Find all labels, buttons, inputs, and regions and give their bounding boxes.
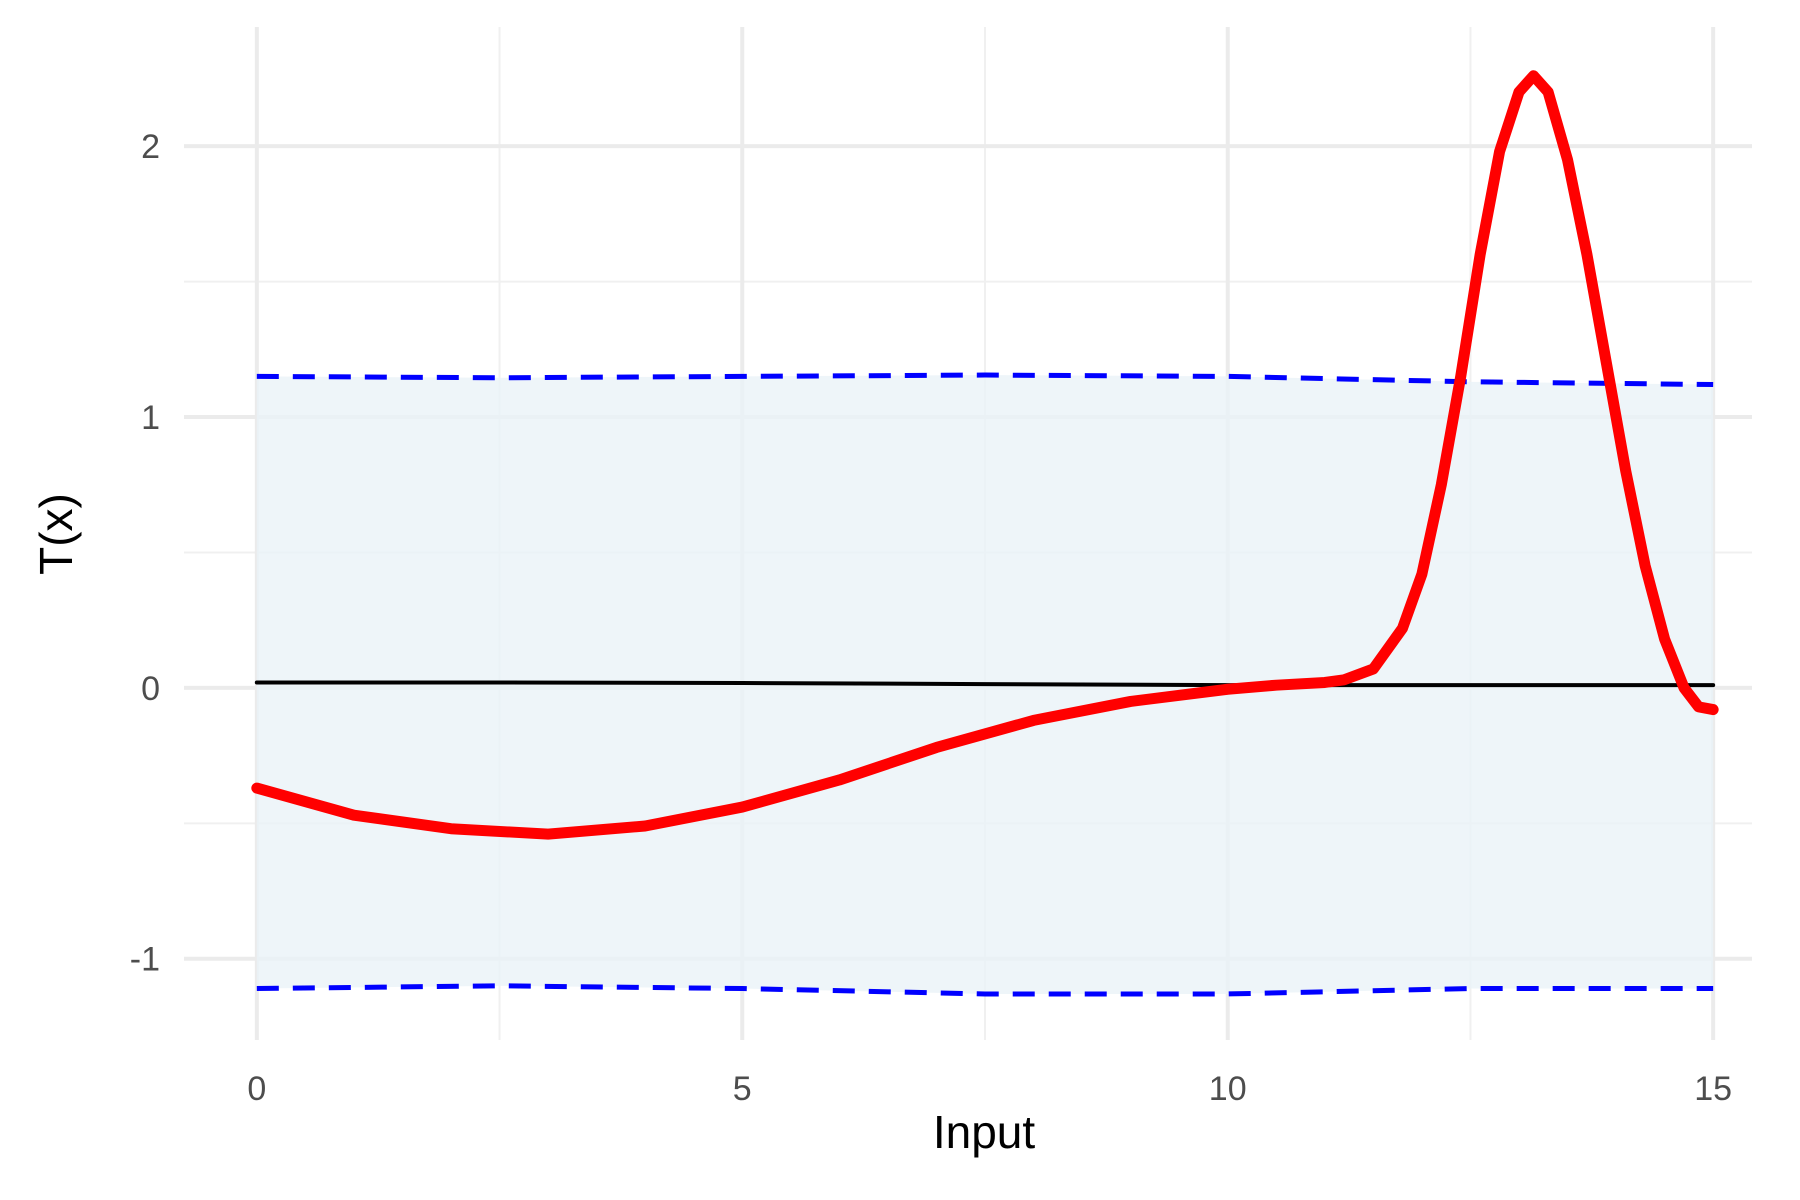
y-tick-label: 1 — [141, 399, 160, 437]
y-tick-label: 0 — [141, 670, 160, 708]
x-tick-label: 15 — [1694, 1070, 1732, 1108]
x-tick-label: 5 — [733, 1070, 752, 1108]
x-tick-label: 10 — [1209, 1070, 1247, 1108]
x-tick-label: 0 — [247, 1070, 266, 1108]
y-axis-title: T(x) — [30, 493, 82, 575]
line-series — [256, 983, 1714, 997]
line-series — [256, 372, 1714, 388]
line-series — [254, 680, 1716, 688]
y-tick-label: -1 — [130, 941, 160, 979]
line-series — [251, 70, 1719, 840]
y-tick-label: 2 — [141, 128, 160, 166]
x-axis-title: Input — [933, 1106, 1036, 1158]
